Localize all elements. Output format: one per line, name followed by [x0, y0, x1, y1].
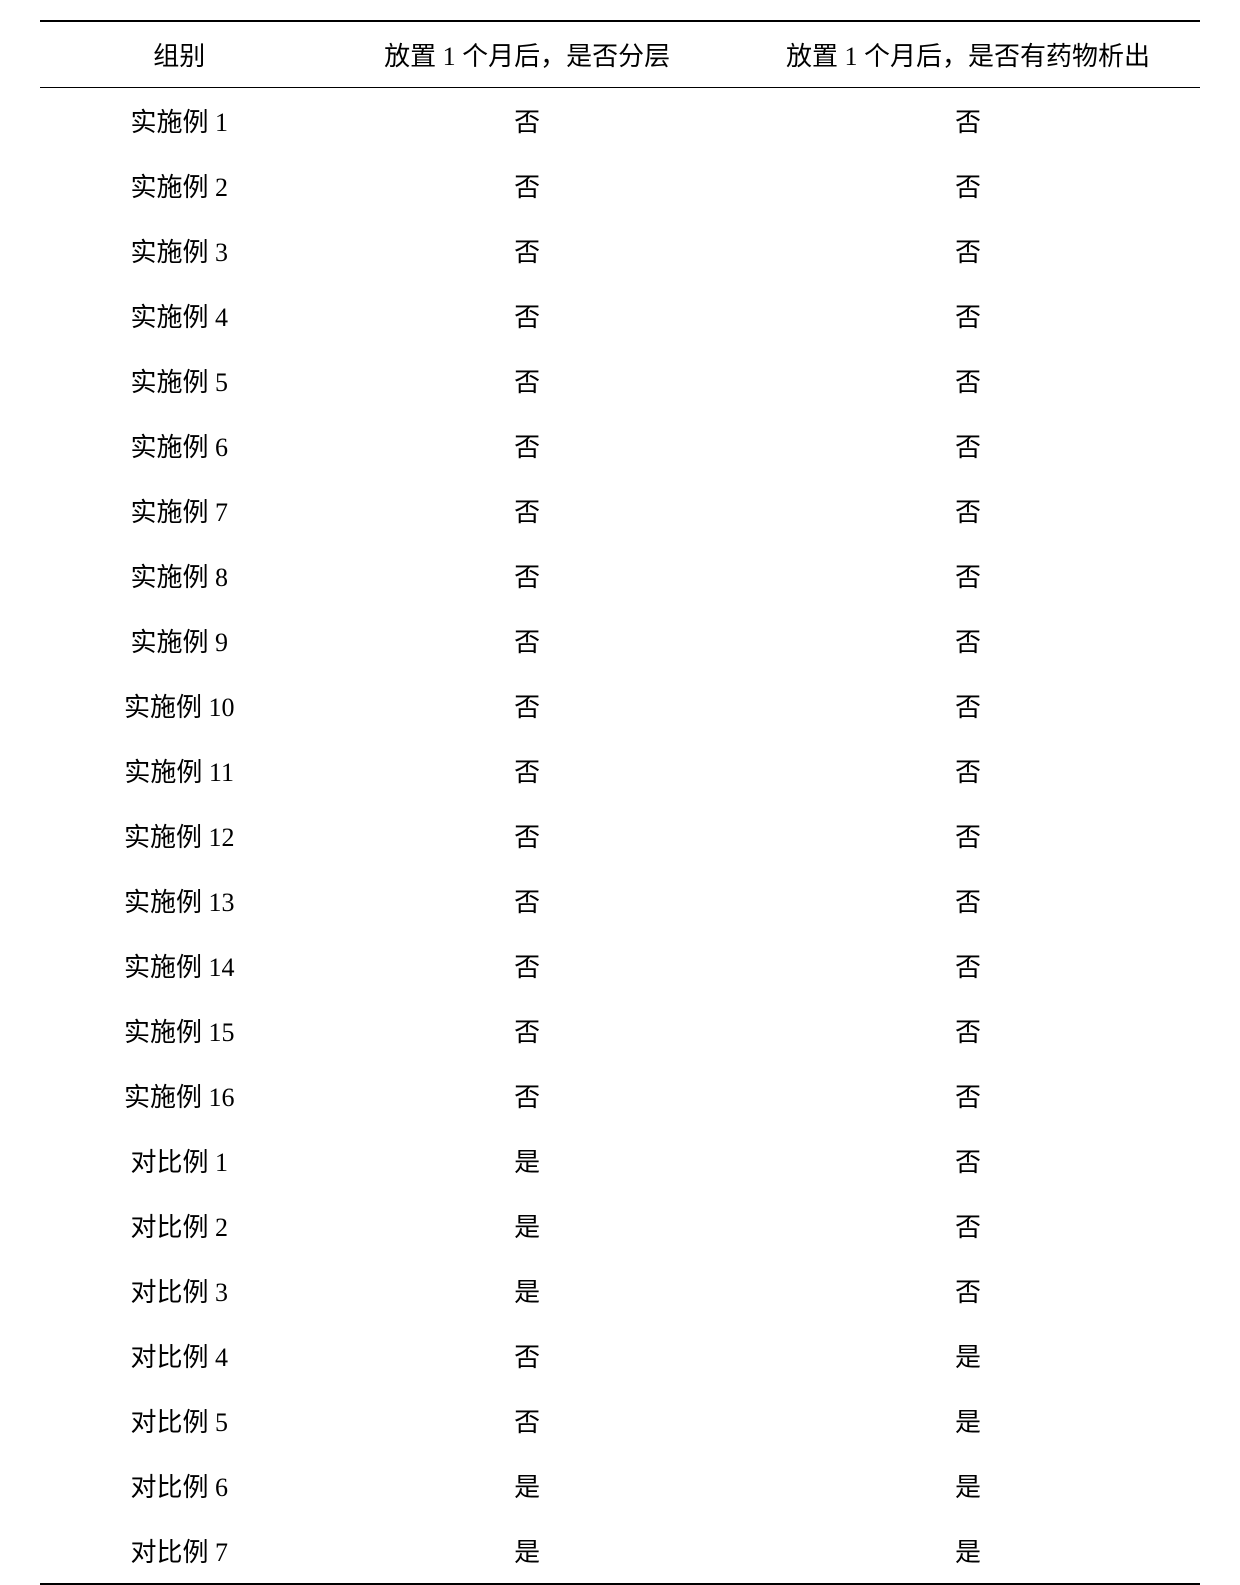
cell-precipitation: 否: [736, 998, 1200, 1063]
table-row: 实施例 14否否: [40, 933, 1200, 998]
cell-stratification: 否: [318, 608, 736, 673]
cell-group: 对比例 7: [40, 1518, 318, 1584]
cell-precipitation: 是: [736, 1453, 1200, 1518]
cell-stratification: 否: [318, 348, 736, 413]
cell-precipitation: 否: [736, 218, 1200, 283]
column-header-stratification: 放置 1 个月后，是否分层: [318, 21, 736, 88]
cell-precipitation: 否: [736, 543, 1200, 608]
cell-precipitation: 否: [736, 348, 1200, 413]
table-row: 实施例 3否否: [40, 218, 1200, 283]
table-row: 实施例 12否否: [40, 803, 1200, 868]
column-header-precipitation: 放置 1 个月后，是否有药物析出: [736, 21, 1200, 88]
cell-precipitation: 是: [736, 1323, 1200, 1388]
table-header: 组别 放置 1 个月后，是否分层 放置 1 个月后，是否有药物析出: [40, 21, 1200, 88]
cell-group: 对比例 4: [40, 1323, 318, 1388]
table-row: 实施例 11否否: [40, 738, 1200, 803]
cell-stratification: 否: [318, 413, 736, 478]
cell-group: 对比例 1: [40, 1128, 318, 1193]
cell-precipitation: 是: [736, 1388, 1200, 1453]
table-row: 实施例 13否否: [40, 868, 1200, 933]
cell-precipitation: 否: [736, 933, 1200, 998]
table-row: 对比例 7是是: [40, 1518, 1200, 1584]
table-row: 对比例 5否是: [40, 1388, 1200, 1453]
column-header-group: 组别: [40, 21, 318, 88]
cell-precipitation: 否: [736, 153, 1200, 218]
table-body: 实施例 1否否 实施例 2否否 实施例 3否否 实施例 4否否 实施例 5否否 …: [40, 88, 1200, 1585]
cell-group: 实施例 12: [40, 803, 318, 868]
cell-stratification: 否: [318, 88, 736, 154]
cell-stratification: 否: [318, 673, 736, 738]
table-row: 对比例 2是否: [40, 1193, 1200, 1258]
table-row: 实施例 6否否: [40, 413, 1200, 478]
cell-stratification: 否: [318, 1388, 736, 1453]
cell-group: 实施例 4: [40, 283, 318, 348]
table-row: 实施例 7否否: [40, 478, 1200, 543]
table-row: 实施例 1否否: [40, 88, 1200, 154]
cell-stratification: 否: [318, 478, 736, 543]
cell-stratification: 是: [318, 1193, 736, 1258]
cell-group: 实施例 5: [40, 348, 318, 413]
table-row: 实施例 5否否: [40, 348, 1200, 413]
results-table: 组别 放置 1 个月后，是否分层 放置 1 个月后，是否有药物析出 实施例 1否…: [40, 20, 1200, 1585]
cell-precipitation: 否: [736, 608, 1200, 673]
cell-precipitation: 是: [736, 1518, 1200, 1584]
table-row: 对比例 1是否: [40, 1128, 1200, 1193]
cell-group: 实施例 1: [40, 88, 318, 154]
cell-stratification: 否: [318, 543, 736, 608]
table-row: 实施例 9否否: [40, 608, 1200, 673]
cell-group: 实施例 15: [40, 998, 318, 1063]
table-row: 对比例 4否是: [40, 1323, 1200, 1388]
table-row: 实施例 2否否: [40, 153, 1200, 218]
cell-stratification: 否: [318, 738, 736, 803]
cell-group: 实施例 14: [40, 933, 318, 998]
cell-precipitation: 否: [736, 283, 1200, 348]
cell-stratification: 是: [318, 1258, 736, 1323]
cell-precipitation: 否: [736, 88, 1200, 154]
cell-group: 实施例 8: [40, 543, 318, 608]
table-row: 对比例 6是是: [40, 1453, 1200, 1518]
cell-group: 对比例 6: [40, 1453, 318, 1518]
cell-group: 实施例 11: [40, 738, 318, 803]
table-row: 实施例 10否否: [40, 673, 1200, 738]
cell-precipitation: 否: [736, 1193, 1200, 1258]
cell-group: 对比例 5: [40, 1388, 318, 1453]
cell-stratification: 否: [318, 803, 736, 868]
cell-stratification: 是: [318, 1128, 736, 1193]
cell-stratification: 否: [318, 283, 736, 348]
cell-stratification: 否: [318, 998, 736, 1063]
cell-group: 实施例 7: [40, 478, 318, 543]
cell-group: 对比例 3: [40, 1258, 318, 1323]
cell-group: 实施例 13: [40, 868, 318, 933]
cell-precipitation: 否: [736, 1063, 1200, 1128]
header-row: 组别 放置 1 个月后，是否分层 放置 1 个月后，是否有药物析出: [40, 21, 1200, 88]
cell-stratification: 否: [318, 868, 736, 933]
cell-group: 实施例 10: [40, 673, 318, 738]
table-row: 实施例 4否否: [40, 283, 1200, 348]
cell-precipitation: 否: [736, 803, 1200, 868]
table-row: 实施例 15否否: [40, 998, 1200, 1063]
cell-precipitation: 否: [736, 868, 1200, 933]
cell-stratification: 是: [318, 1453, 736, 1518]
cell-stratification: 是: [318, 1518, 736, 1584]
cell-precipitation: 否: [736, 1128, 1200, 1193]
cell-group: 实施例 9: [40, 608, 318, 673]
cell-precipitation: 否: [736, 478, 1200, 543]
table-row: 实施例 8否否: [40, 543, 1200, 608]
table-row: 对比例 3是否: [40, 1258, 1200, 1323]
cell-group: 实施例 3: [40, 218, 318, 283]
cell-precipitation: 否: [736, 413, 1200, 478]
cell-group: 对比例 2: [40, 1193, 318, 1258]
cell-group: 实施例 6: [40, 413, 318, 478]
cell-group: 实施例 16: [40, 1063, 318, 1128]
table-row: 实施例 16否否: [40, 1063, 1200, 1128]
cell-precipitation: 否: [736, 1258, 1200, 1323]
cell-stratification: 否: [318, 933, 736, 998]
cell-stratification: 否: [318, 1063, 736, 1128]
cell-stratification: 否: [318, 1323, 736, 1388]
cell-precipitation: 否: [736, 673, 1200, 738]
cell-group: 实施例 2: [40, 153, 318, 218]
cell-stratification: 否: [318, 153, 736, 218]
cell-stratification: 否: [318, 218, 736, 283]
cell-precipitation: 否: [736, 738, 1200, 803]
